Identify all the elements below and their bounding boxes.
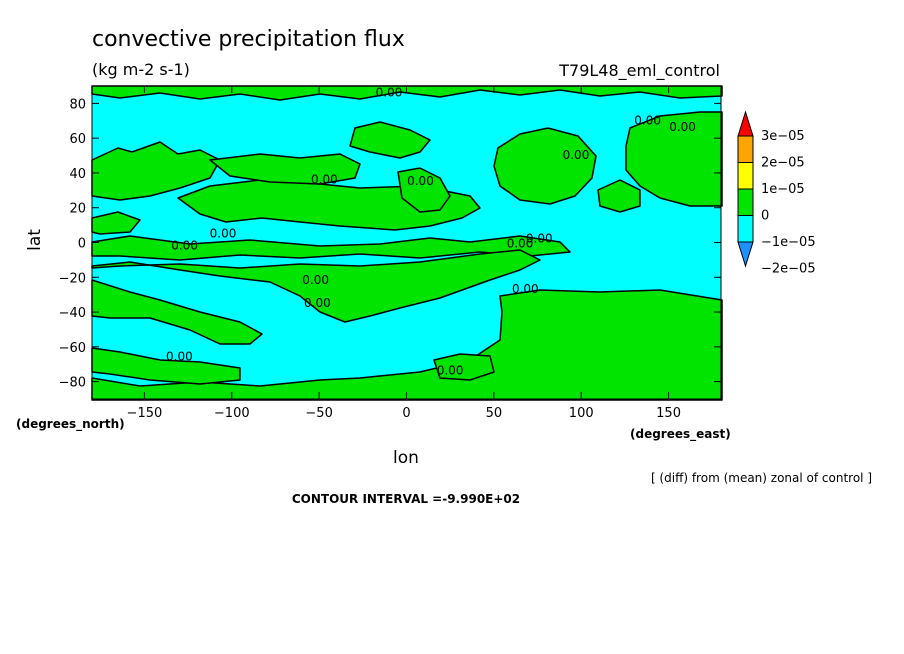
x-axis-units: (degrees_east) [630,427,731,442]
colorbar-bottom-arrow [737,241,754,268]
contour-label: 0.00 [171,238,198,252]
y-tick-label: −40 [59,306,86,321]
y-tick-label: −80 [59,376,86,391]
colorbar-label: −2e−05 [761,262,816,277]
contour-labels: 0.000.00 0.000.000.00 0.000.00 0.000.000.00… [166,85,696,377]
x-tick-label: −150 [127,406,163,421]
positive-region [597,179,641,213]
colorbar-segment [737,135,754,163]
chart-title: convective precipitation flux [92,27,405,52]
positive-region [349,121,431,159]
contour-interval: CONTOUR INTERVAL =-9.990E+02 [292,492,520,506]
colorbar-segment [737,162,754,190]
y-tick-label: 0 [78,237,86,252]
positive-region [433,353,495,381]
x-tick-label: 100 [569,406,594,421]
y-tick-label: 40 [69,167,86,182]
contour-label: 0.00 [526,232,553,246]
y-axis-label: lat [25,229,45,251]
contour-label: 0.00 [376,85,403,99]
colorbar-top-arrow [737,110,754,137]
colorbar-label: 2e−05 [761,156,805,171]
positive-region [91,85,723,101]
y-tick-label: −20 [59,271,86,286]
x-axis-label: lon [393,448,419,468]
colorbar-label: 3e−05 [761,129,805,144]
contour-label: 0.00 [304,296,331,310]
chart-units: (kg m-2 s-1) [92,60,190,79]
contour-label: 0.00 [302,273,329,287]
positive-field-regions [91,85,723,401]
contour-label: 0.00 [166,350,193,364]
colorbar-label: −1e−05 [761,235,816,250]
plot-area: 0.000.00 0.000.000.00 0.000.00 0.000.000.00… [91,85,723,401]
y-tick-label: 20 [69,202,86,217]
x-tick-label: 150 [656,406,681,421]
experiment-label: T79L48_eml_control [558,61,720,81]
positive-region [493,127,597,205]
x-tick-label: −100 [214,406,250,421]
contour-label: 0.00 [507,237,534,251]
positive-region [91,249,541,323]
colorbar-segment [737,215,754,243]
positive-region [209,153,361,185]
x-tick-label: 0 [402,406,410,421]
positive-region [91,279,263,345]
contour-label: 0.00 [512,282,539,296]
x-tick-label: −50 [305,406,332,421]
positive-region [397,167,451,213]
contour-label: 0.00 [311,172,338,186]
positive-region [625,111,723,207]
y-axis-units: (degrees_north) [16,417,125,432]
contour-label: 0.00 [669,120,696,134]
colorbar-segment [737,188,754,216]
contour-label: 0.00 [634,113,661,127]
positive-region [91,235,571,261]
x-axis-ticks: −150 −100 −50 0 50 100 150 [127,86,681,421]
colorbar-label: 0 [761,209,769,224]
contour-label: 0.00 [563,148,590,162]
colorbar: 3e−05 2e−05 1e−05 0 −1e−05 −2e−05 [737,110,816,277]
x-tick-label: 50 [486,406,503,421]
contour-label: 0.00 [210,226,237,240]
y-tick-label: 80 [69,97,86,112]
y-tick-label: 60 [69,132,86,147]
contour-label: 0.00 [407,174,434,188]
positive-region [91,347,241,385]
y-axis-ticks: 80 60 40 20 0 −20 −40 −60 −80 [59,97,721,391]
colorbar-label: 1e−05 [761,182,805,197]
difference-note: [ (diff) from (mean) zonal of control ] [651,471,872,485]
contour-label: 0.00 [437,364,464,378]
y-tick-label: −60 [59,341,86,356]
